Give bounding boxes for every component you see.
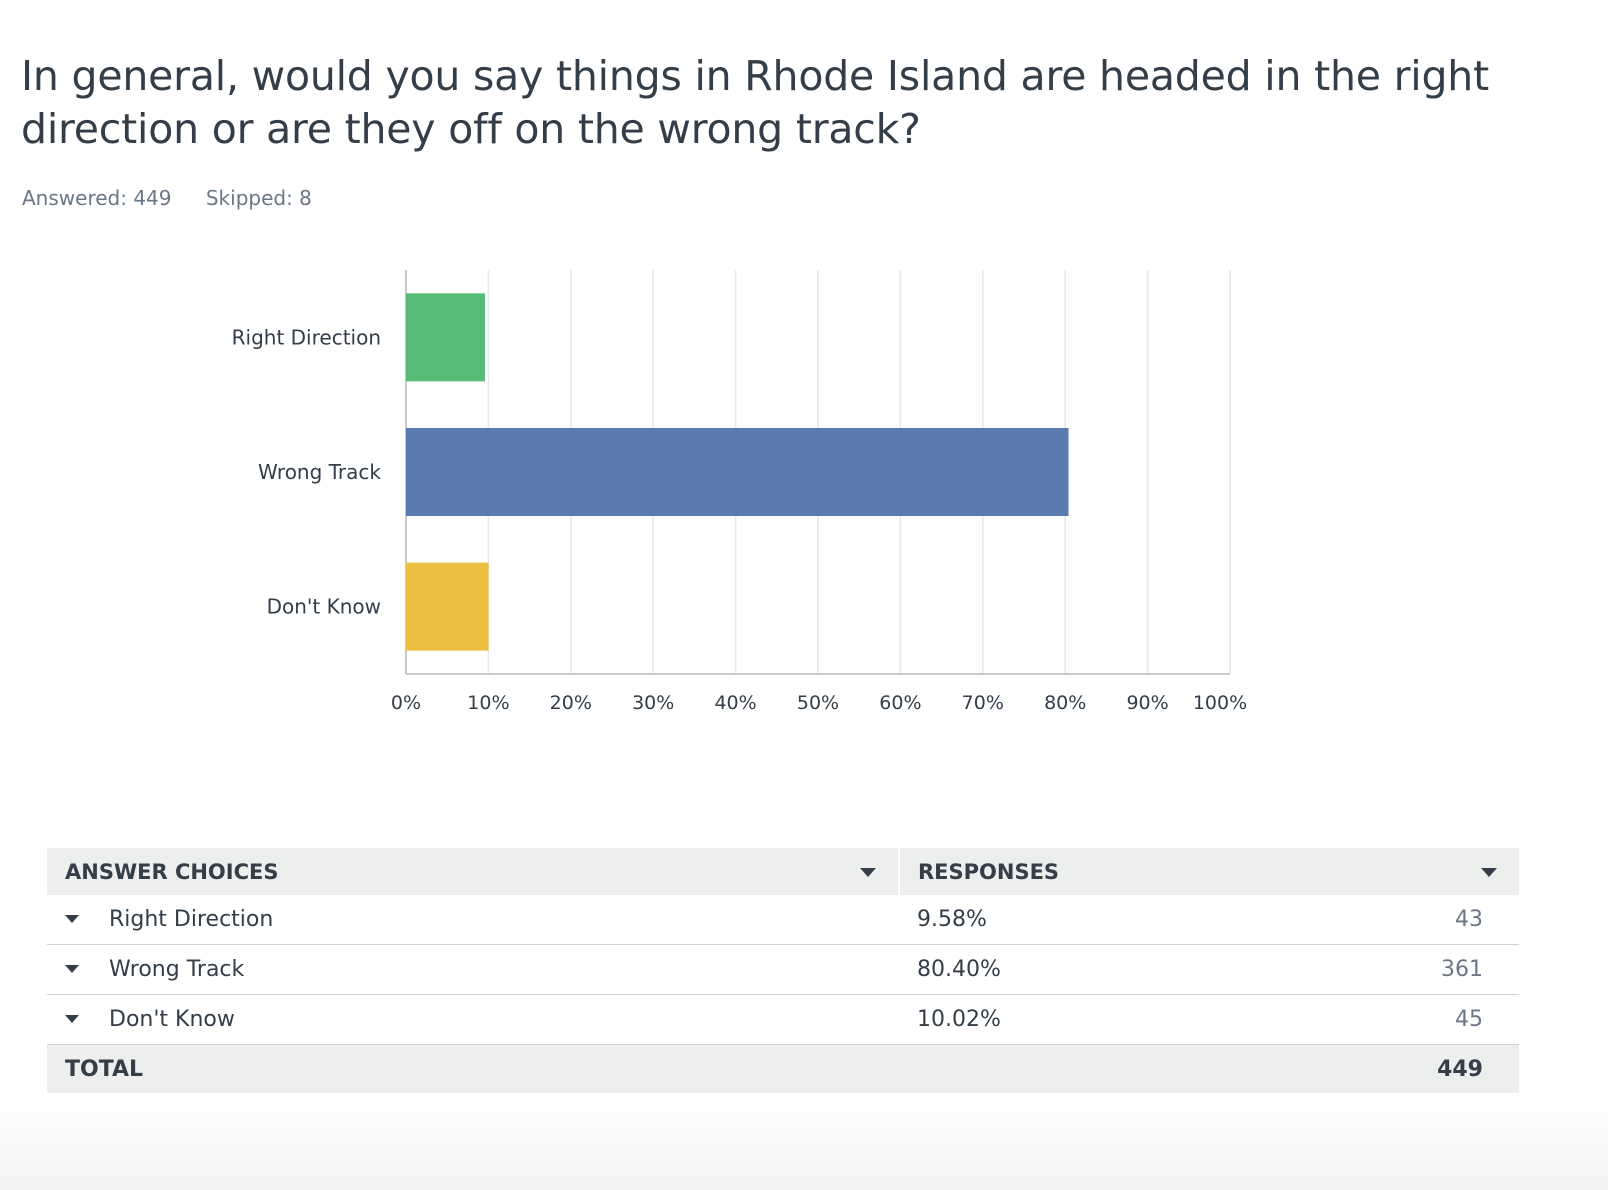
answered-count: Answered: 449: [22, 186, 172, 210]
bar: [406, 428, 1069, 516]
expand-caret-icon[interactable]: [65, 1015, 79, 1023]
choice-cell: Don't Know: [47, 994, 899, 1045]
skipped-count: Skipped: 8: [205, 186, 312, 210]
bar: [406, 562, 489, 651]
choice-cell: Wrong Track: [47, 944, 899, 995]
x-tick-label: 80%: [1044, 692, 1086, 714]
x-tick-label: 20%: [550, 692, 592, 714]
total-label: TOTAL: [47, 1044, 899, 1093]
table-row: Don't Know 10.02% 45: [47, 994, 1519, 1045]
x-tick-label: 100%: [1193, 692, 1247, 714]
expand-caret-icon[interactable]: [65, 965, 79, 973]
total-spacer: [899, 1044, 1215, 1093]
responses-header[interactable]: RESPONSES: [899, 848, 1519, 895]
responses-header-label: RESPONSES: [918, 859, 1060, 884]
table-row: Wrong Track 80.40% 361: [47, 944, 1519, 995]
x-tick-label: 90%: [1126, 692, 1168, 714]
choice-label: Wrong Track: [109, 957, 245, 982]
question-title: In general, would you say things in Rhod…: [21, 52, 1489, 153]
table-row: Right Direction 9.58% 43: [47, 895, 1519, 945]
x-tick-label: 70%: [962, 692, 1004, 714]
count-cell: 45: [1215, 994, 1519, 1045]
x-tick-label: 10%: [467, 692, 509, 714]
category-label: Don't Know: [267, 595, 381, 619]
x-tick-label: 40%: [714, 692, 756, 714]
percent-cell: 10.02%: [899, 994, 1215, 1045]
expand-caret-icon[interactable]: [65, 915, 79, 923]
x-tick-label: 50%: [797, 692, 839, 714]
response-stats: Answered: 449 Skipped: 8: [22, 186, 340, 210]
count-cell: 361: [1215, 944, 1519, 995]
sort-down-icon[interactable]: [860, 868, 876, 877]
total-row: TOTAL 449: [47, 1044, 1519, 1093]
x-tick-label: 60%: [879, 692, 921, 714]
footer-shade: [0, 1100, 1608, 1190]
category-label: Right Direction: [232, 325, 381, 349]
bar: [406, 293, 485, 382]
responses-table: ANSWER CHOICES RESPONSES Right Direction…: [47, 848, 1519, 1093]
category-label: Wrong Track: [258, 460, 381, 484]
percent-cell: 9.58%: [899, 895, 1215, 945]
answer-choices-header-label: ANSWER CHOICES: [65, 859, 279, 884]
percent-cell: 80.40%: [899, 944, 1215, 995]
answer-choices-header[interactable]: ANSWER CHOICES: [47, 848, 900, 895]
x-tick-label: 0%: [391, 692, 421, 714]
count-cell: 43: [1215, 895, 1519, 945]
choice-cell: Right Direction: [47, 895, 899, 945]
x-tick-label: 30%: [632, 692, 674, 714]
choice-label: Don't Know: [109, 1007, 235, 1032]
bar-chart: Right Direction Wrong Track Don't Know 0% 10…: [0, 250, 1608, 740]
total-count: 449: [1215, 1044, 1519, 1093]
sort-down-icon[interactable]: [1481, 868, 1497, 877]
choice-label: Right Direction: [109, 907, 274, 932]
bar-chart-svg: Right Direction Wrong Track Don't Know 0% 10…: [232, 270, 1247, 714]
